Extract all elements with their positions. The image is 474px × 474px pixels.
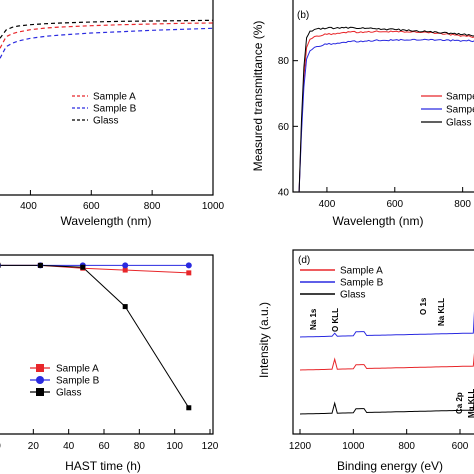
panel-c-legend-marker [36, 388, 44, 396]
panel-b-frame [292, 0, 474, 193]
panel-c-x-tick-label: 80 [134, 441, 146, 452]
panel-d-x-tick-label: 1000 [342, 441, 365, 452]
panel-b-series-glass [298, 26, 474, 193]
panel-c-point [186, 405, 192, 411]
panel-c-x-tick-label: 60 [98, 441, 110, 452]
panel-c-legend-label: Sample B [56, 376, 100, 387]
panel-d-x-tick-label: 600 [452, 441, 469, 452]
panel-b-y-tick-label: 100 [272, 0, 289, 2]
panel-b-series-sample-a [298, 30, 474, 193]
panel-c-point [37, 262, 43, 268]
panel-d-frame [292, 249, 474, 435]
panel-c-x-axis-label: HAST time (h) [65, 459, 141, 473]
panel-b-legend-label: Sampe [446, 105, 474, 116]
panel-b-y-tick-label: 40 [278, 188, 290, 199]
panel-d-series-sample-a [299, 352, 474, 371]
panel-d-x-axis-label: Binding energy (eV) [337, 459, 443, 473]
panel-d-x-tick-label: 1200 [289, 441, 312, 452]
panel-a-frame [0, 0, 214, 196]
panel-a-x-tick-label: 1000 [202, 201, 225, 212]
panel-b-legend-label: Sampe [446, 92, 474, 103]
panel-c-x-tick-label: 100 [166, 441, 183, 452]
panel-d-peak-label: O KLL [331, 308, 340, 332]
panel-c-point [122, 304, 128, 310]
panel-b-y-tick-label: 80 [278, 56, 290, 67]
panel-c-legend-marker [36, 376, 44, 384]
panel-a-legend-label: Glass [93, 116, 119, 127]
panel-b-y-axis-label: Measured transmittance (%) [251, 21, 265, 172]
panel-d-legend-label: Glass [340, 290, 366, 301]
panel-d-series-sample-b [299, 310, 474, 338]
panel-c-series-sample-a [0, 264, 189, 274]
panel-b-legend: Sampe Sampe Glass [416, 88, 474, 130]
panel-c-point [186, 270, 192, 276]
panel-c-x-tick-label: 20 [28, 441, 40, 452]
panel-b-series-sample-b [298, 38, 474, 193]
panel-b-x-axis-label: Wavelength (nm) [333, 214, 424, 228]
panel-b-label: (b) [297, 10, 309, 21]
panel-a-x-tick-label: 400 [20, 201, 37, 212]
panel-b-y-tick-label: 60 [278, 122, 290, 133]
panel-c-legend-label: Sample A [56, 364, 99, 375]
panel-c-point [122, 262, 129, 269]
panel-c-x-tick-label: 120 [202, 441, 219, 452]
panel-c-x-tick-label: 40 [63, 441, 75, 452]
panel-a-series-glass [0, 19, 214, 39]
panel-a-x-axis-label: Wavelength (nm) [61, 214, 152, 228]
panel-b-legend-label: Glass [446, 118, 472, 129]
panel-d-peak-label: Na KLL [437, 298, 446, 326]
panel-b-x-tick-label: 600 [386, 199, 403, 210]
panel-d-series-glass [299, 396, 474, 415]
panel-d-y-axis-label: Intensity (a.u.) [257, 302, 271, 378]
panel-a-x-tick-label: 600 [83, 201, 100, 212]
panel-b-x-tick-label: 800 [454, 199, 471, 210]
panel-c-point [0, 262, 1, 268]
panel-c-point [185, 262, 192, 269]
panel-c-x-tick-label: 0 [0, 441, 1, 452]
panel-d-x-tick-label: 800 [398, 441, 415, 452]
panel-d-peak-label: Na 1s [309, 308, 318, 330]
panel-c-point [122, 267, 128, 273]
panel-d-legend-label: Sample B [340, 278, 384, 289]
panel-d-peak-label: Ca 2p [455, 392, 464, 414]
panel-a-legend-label: Sample A [93, 92, 136, 103]
panel-a-x-tick-label: 800 [144, 201, 161, 212]
panel-d-peak-label: O 1s [419, 297, 428, 315]
panel-c-frame [0, 254, 214, 435]
panel-b-x-tick-label: 400 [319, 199, 336, 210]
panel-d-label: (d) [298, 255, 310, 266]
panel-a-series-sample-b [0, 27, 214, 59]
panel-a-legend-label: Sample B [93, 104, 137, 115]
panel-c-point [80, 264, 86, 270]
panel-b: 40 60 80 100 400 600 800 Sampe Sampe Glass (b) W… [251, 0, 474, 228]
panel-a-series-sample-a [0, 22, 214, 49]
panel-d-legend-label: Sample A [340, 266, 383, 277]
panel-d-peak-label: Mg KLL [467, 389, 474, 418]
panel-c-legend-marker [36, 364, 44, 372]
panel-c-legend-label: Glass [56, 388, 82, 399]
